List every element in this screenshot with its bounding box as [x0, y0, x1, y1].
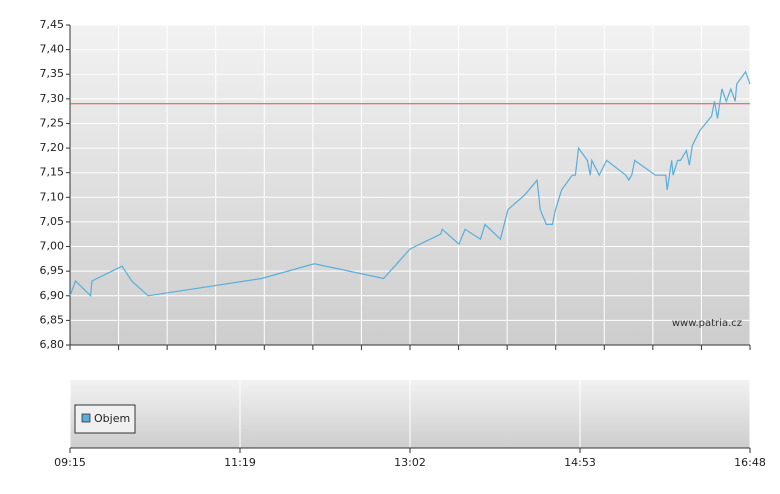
price-line — [69, 70, 751, 298]
y-tick-label: 6,95 — [40, 264, 65, 277]
y-tick-label: 7,05 — [40, 215, 65, 228]
layer: 6,80 6,85 6,90 6,95 7,00 7,05 7,10 7,15 7,20 7,25… — [40, 18, 766, 469]
x-tick-label: 13:02 — [394, 456, 426, 469]
watermark: www.patria.cz — [672, 318, 742, 329]
y-tick-label: 7,20 — [40, 141, 65, 154]
y-tick-label: 7,40 — [40, 43, 65, 56]
legend-label: Objem — [94, 412, 130, 425]
y-tick-label: 7,45 — [40, 18, 65, 31]
y-tick-label: 7,10 — [40, 190, 65, 203]
legend-swatch — [81, 413, 91, 423]
y-tick-label: 6,80 — [40, 338, 65, 351]
x-tick-label: 16:48 — [734, 456, 766, 469]
legend-box — [74, 404, 136, 434]
x-tick-label: 11:19 — [224, 456, 256, 469]
x-tick-label: 09:15 — [54, 456, 86, 469]
y-tick-label: 7,35 — [40, 67, 65, 80]
x-tick-label: 14:53 — [564, 456, 596, 469]
y-tick-label: 7,25 — [40, 116, 65, 129]
y-tick-label: 6,85 — [40, 313, 65, 326]
y-tick-label: 7,30 — [40, 92, 65, 105]
y-tick-label: 7,00 — [40, 240, 65, 253]
y-tick-label: 6,90 — [40, 289, 65, 302]
y-tick-label: 7,15 — [40, 166, 65, 179]
